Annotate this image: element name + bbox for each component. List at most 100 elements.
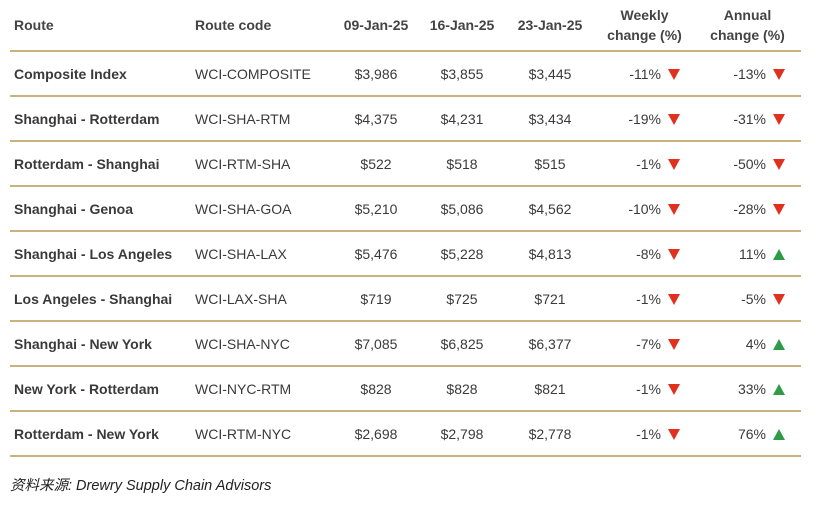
route-name-cell: New York - Rotterdam [10, 366, 195, 412]
annual-change-cell: -13% [694, 51, 801, 97]
rate-date-3-cell: $3,445 [505, 51, 595, 97]
rate-date-2-cell: $725 [419, 276, 505, 322]
rate-date-2-cell: $518 [419, 141, 505, 187]
triangle-up-icon [773, 338, 785, 350]
triangle-down-icon [668, 158, 680, 170]
annual-change-value: -28% [733, 200, 766, 217]
triangle-down-icon [668, 338, 680, 350]
table-row: Rotterdam - Shanghai WCI-RTM-SHA $522 $518 $… [10, 141, 801, 187]
weekly-change-value: -10% [628, 200, 661, 217]
annual-change-value: 11% [739, 245, 766, 262]
table-row: Shanghai - Los Angeles WCI-SHA-LAX $5,476 $… [10, 231, 801, 277]
weekly-change-cell: -1% [595, 366, 694, 412]
weekly-change-cell: -1% [595, 276, 694, 322]
header-route: Route [10, 0, 195, 52]
annual-change-value: 76% [737, 425, 766, 442]
route-code-cell: WCI-SHA-GOA [195, 186, 333, 232]
rate-date-1-cell: $828 [333, 366, 419, 412]
route-code-cell: WCI-RTM-NYC [195, 411, 333, 457]
freight-rate-table: Route Route code 09-Jan-25 16-Jan-25 23-… [10, 0, 801, 457]
route-name-cell: Rotterdam - Shanghai [10, 141, 195, 187]
header-row: Route Route code 09-Jan-25 16-Jan-25 23-… [10, 0, 801, 52]
table-row: Shanghai - Genoa WCI-SHA-GOA $5,210 $5,086 $… [10, 186, 801, 232]
annual-change-value: 33% [737, 380, 766, 397]
table-row: Rotterdam - New York WCI-RTM-NYC $2,698 $2,… [10, 411, 801, 457]
route-name-cell: Shanghai - Rotterdam [10, 96, 195, 142]
rate-date-2-cell: $5,228 [419, 231, 505, 277]
annual-change-cell: 33% [694, 366, 801, 412]
triangle-down-icon [668, 383, 680, 395]
weekly-change-value: -8% [636, 245, 661, 262]
annual-change-value: -50% [733, 155, 766, 172]
triangle-up-icon [773, 248, 785, 260]
rate-date-3-cell: $821 [505, 366, 595, 412]
weekly-change-value: -11% [629, 65, 661, 82]
triangle-down-icon [668, 293, 680, 305]
annual-change-cell: -5% [694, 276, 801, 322]
annual-change-cell: -28% [694, 186, 801, 232]
table-row: Shanghai - New York WCI-SHA-NYC $7,085 $6,8… [10, 321, 801, 367]
route-name-cell: Composite Index [10, 51, 195, 97]
triangle-down-icon [668, 428, 680, 440]
annual-change-value: 4% [745, 335, 766, 352]
route-name-cell: Los Angeles - Shanghai [10, 276, 195, 322]
annual-change-cell: 11% [694, 231, 801, 277]
rate-date-3-cell: $4,813 [505, 231, 595, 277]
route-code-cell: WCI-SHA-RTM [195, 96, 333, 142]
route-name-cell: Shanghai - Genoa [10, 186, 195, 232]
triangle-down-icon [773, 158, 785, 170]
annual-change-cell: -50% [694, 141, 801, 187]
weekly-change-cell: -11% [595, 51, 694, 97]
annual-change-cell: 4% [694, 321, 801, 367]
route-name-cell: Shanghai - Los Angeles [10, 231, 195, 277]
header-date-3: 23-Jan-25 [505, 0, 595, 52]
rate-date-2-cell: $3,855 [419, 51, 505, 97]
rate-date-1-cell: $5,210 [333, 186, 419, 232]
route-name-cell: Shanghai - New York [10, 321, 195, 367]
rate-date-1-cell: $5,476 [333, 231, 419, 277]
annual-change-value: -13% [733, 65, 766, 82]
weekly-change-cell: -1% [595, 141, 694, 187]
weekly-change-value: -1% [636, 425, 661, 442]
weekly-change-value: -19% [628, 110, 661, 127]
annual-change-cell: 76% [694, 411, 801, 457]
triangle-down-icon [773, 293, 785, 305]
rate-date-1-cell: $7,085 [333, 321, 419, 367]
triangle-down-icon [773, 203, 785, 215]
rate-date-3-cell: $3,434 [505, 96, 595, 142]
table-row: Los Angeles - Shanghai WCI-LAX-SHA $719 $72… [10, 276, 801, 322]
table-header: Route Route code 09-Jan-25 16-Jan-25 23-… [10, 0, 801, 52]
rate-date-3-cell: $515 [505, 141, 595, 187]
header-weekly-line2: change (%) [607, 27, 682, 43]
rate-date-1-cell: $3,986 [333, 51, 419, 97]
rate-date-2-cell: $4,231 [419, 96, 505, 142]
rate-date-1-cell: $4,375 [333, 96, 419, 142]
header-route-code: Route code [195, 0, 333, 52]
weekly-change-value: -1% [636, 380, 661, 397]
annual-change-value: -31% [733, 110, 766, 127]
weekly-change-cell: -19% [595, 96, 694, 142]
weekly-change-cell: -10% [595, 186, 694, 232]
weekly-change-cell: -7% [595, 321, 694, 367]
weekly-change-value: -1% [636, 155, 661, 172]
weekly-change-cell: -8% [595, 231, 694, 277]
table-body: Composite Index WCI-COMPOSITE $3,986 $3,855… [10, 51, 801, 457]
triangle-down-icon [668, 248, 680, 260]
rate-date-3-cell: $4,562 [505, 186, 595, 232]
header-date-2: 16-Jan-25 [419, 0, 505, 52]
table-row: New York - Rotterdam WCI-NYC-RTM $828 $828 $… [10, 366, 801, 412]
triangle-up-icon [773, 383, 785, 395]
triangle-down-icon [668, 68, 680, 80]
table-row: Shanghai - Rotterdam WCI-SHA-RTM $4,375 $4,… [10, 96, 801, 142]
header-weekly-change: Weekly change (%) [595, 0, 694, 52]
triangle-down-icon [773, 113, 785, 125]
rate-date-2-cell: $5,086 [419, 186, 505, 232]
rate-date-1-cell: $2,698 [333, 411, 419, 457]
triangle-down-icon [668, 113, 680, 125]
triangle-down-icon [773, 68, 785, 80]
rate-date-3-cell: $6,377 [505, 321, 595, 367]
rate-date-2-cell: $2,798 [419, 411, 505, 457]
route-code-cell: WCI-COMPOSITE [195, 51, 333, 97]
header-date-1: 09-Jan-25 [333, 0, 419, 52]
rate-date-2-cell: $6,825 [419, 321, 505, 367]
